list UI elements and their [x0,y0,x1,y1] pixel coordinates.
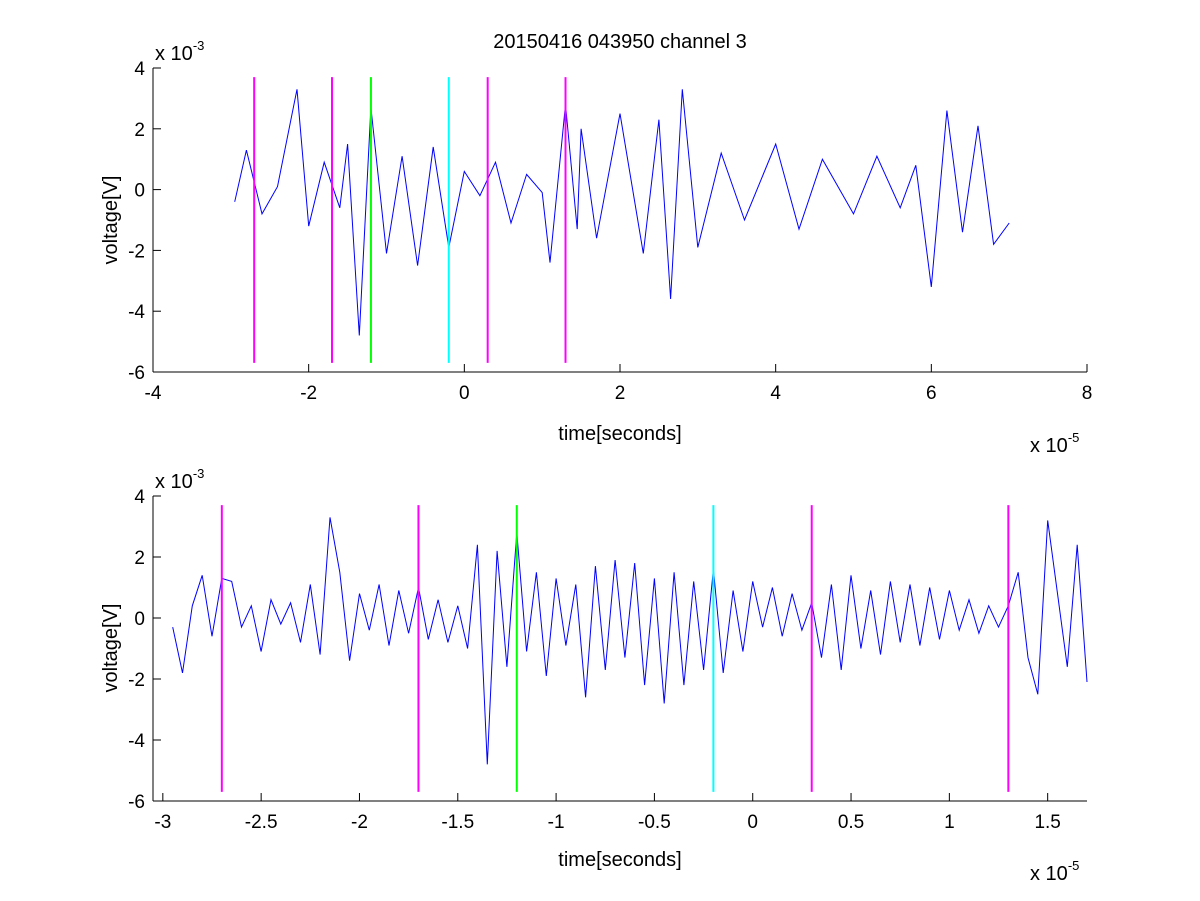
bottom-axes: -3 -2.5 -2 -1.5 -1 -0.5 0 0.5 1 1.5 -6 -4 -2 0 2 4 tim… [100,466,1088,885]
bottom-y-axis-label: voltage[V] [100,604,122,693]
top-x-tick-label: 0 [459,383,470,404]
top-signal-line-0 [234,89,1010,336]
bottom-y-ticks: -6 -4 -2 0 2 4 [128,487,161,813]
top-x-tick-label: 4 [770,383,781,404]
top-x-tick-label: 6 [926,383,937,404]
top-x-exponent-base: x 10 [1030,435,1068,457]
bottom-signal-line-0 [172,517,1088,765]
top-y-tick-label: -6 [128,363,145,384]
top-plot-marks [234,77,1010,363]
top-y-exponent-power: -3 [193,38,205,53]
top-y-axis-label: voltage[V] [100,176,122,265]
bottom-y-tick-label: 2 [134,548,145,569]
top-y-tick-label: -4 [128,302,145,323]
bottom-y-tick-label: 0 [134,609,145,630]
top-y-tick-label: 2 [134,120,145,141]
bottom-x-tick-label: -2.5 [245,812,278,833]
top-x-tick-label: 2 [615,383,626,404]
bottom-x-tick-label: 1.5 [1034,812,1060,833]
top-y-tick-label: -2 [128,241,145,262]
top-y-exponent: x 10-3 [155,38,204,65]
bottom-x-tick-label: 0.5 [838,812,864,833]
bottom-x-exponent-power: -5 [1068,858,1080,873]
bottom-y-tick-label: -4 [128,731,145,752]
bottom-y-exponent-power: -3 [193,466,205,481]
top-x-exponent: x 10-5 [1030,430,1079,457]
bottom-y-tick-label: 4 [134,487,145,508]
bottom-plot-marks [172,505,1088,792]
bottom-x-tick-label: -1.5 [441,812,474,833]
top-y-tick-label: 0 [134,181,145,202]
bottom-x-tick-label: -3 [154,812,171,833]
bottom-x-axis-label: time[seconds] [558,849,681,871]
bottom-x-ticks: -3 -2.5 -2 -1.5 -1 -0.5 0 0.5 1 1.5 [154,793,1061,833]
bottom-x-tick-label: 1 [944,812,955,833]
bottom-x-exponent: x 10-5 [1030,858,1079,885]
top-x-tick-label: 8 [1082,383,1093,404]
bottom-y-exponent-base: x 10 [155,471,193,493]
top-x-exponent-power: -5 [1068,430,1080,445]
bottom-y-tick-label: -2 [128,670,145,691]
bottom-x-tick-label: 0 [747,812,758,833]
top-x-axis-label: time[seconds] [558,423,681,445]
top-y-tick-label: 4 [134,59,145,80]
bottom-x-exponent-base: x 10 [1030,863,1068,885]
top-y-exponent-base: x 10 [155,43,193,65]
bottom-x-tick-label: -0.5 [638,812,671,833]
bottom-y-tick-label: -6 [128,792,145,813]
top-x-tick-label: -2 [300,383,317,404]
bottom-x-tick-label: -2 [351,812,368,833]
bottom-x-tick-label: -1 [548,812,565,833]
top-y-ticks: -6 -4 -2 0 2 4 [128,59,161,384]
top-x-ticks: -4 -2 0 2 4 6 8 [145,364,1093,404]
top-x-tick-label: -4 [145,383,162,404]
bottom-y-exponent: x 10-3 [155,466,204,493]
figure-title: 20150416 043950 channel 3 [493,31,747,53]
